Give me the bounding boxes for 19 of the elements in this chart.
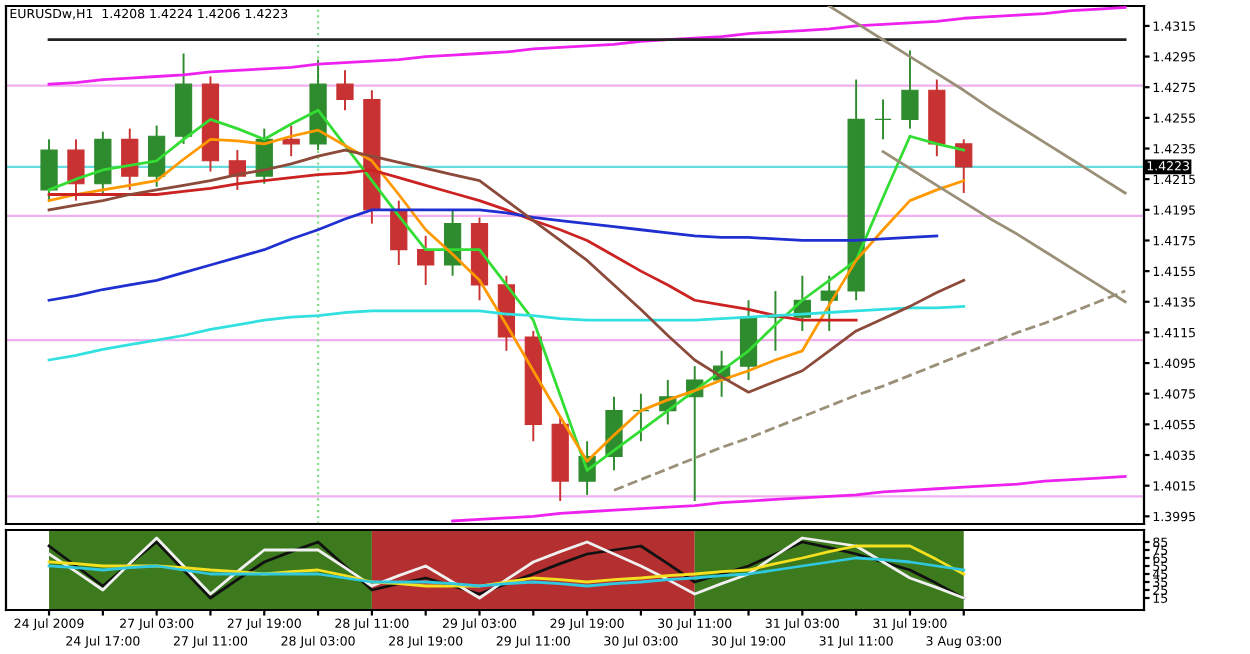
candlestick (390, 199, 408, 266)
candlestick (632, 392, 650, 443)
candlestick (901, 49, 919, 130)
candlestick (955, 138, 973, 194)
line-series (47, 168, 858, 322)
candlestick (874, 98, 892, 141)
candlestick (417, 234, 435, 286)
candlestick (121, 127, 139, 191)
candlestick (94, 130, 112, 194)
line-series (47, 556, 966, 588)
candlestick (336, 69, 354, 112)
line-series (451, 475, 1127, 523)
candlestick (282, 124, 300, 158)
line-series (47, 208, 939, 302)
candlestick (40, 138, 58, 202)
line-series (47, 544, 966, 588)
candlestick (148, 124, 166, 188)
line-series (827, 6, 1127, 195)
candlestick (67, 138, 85, 202)
